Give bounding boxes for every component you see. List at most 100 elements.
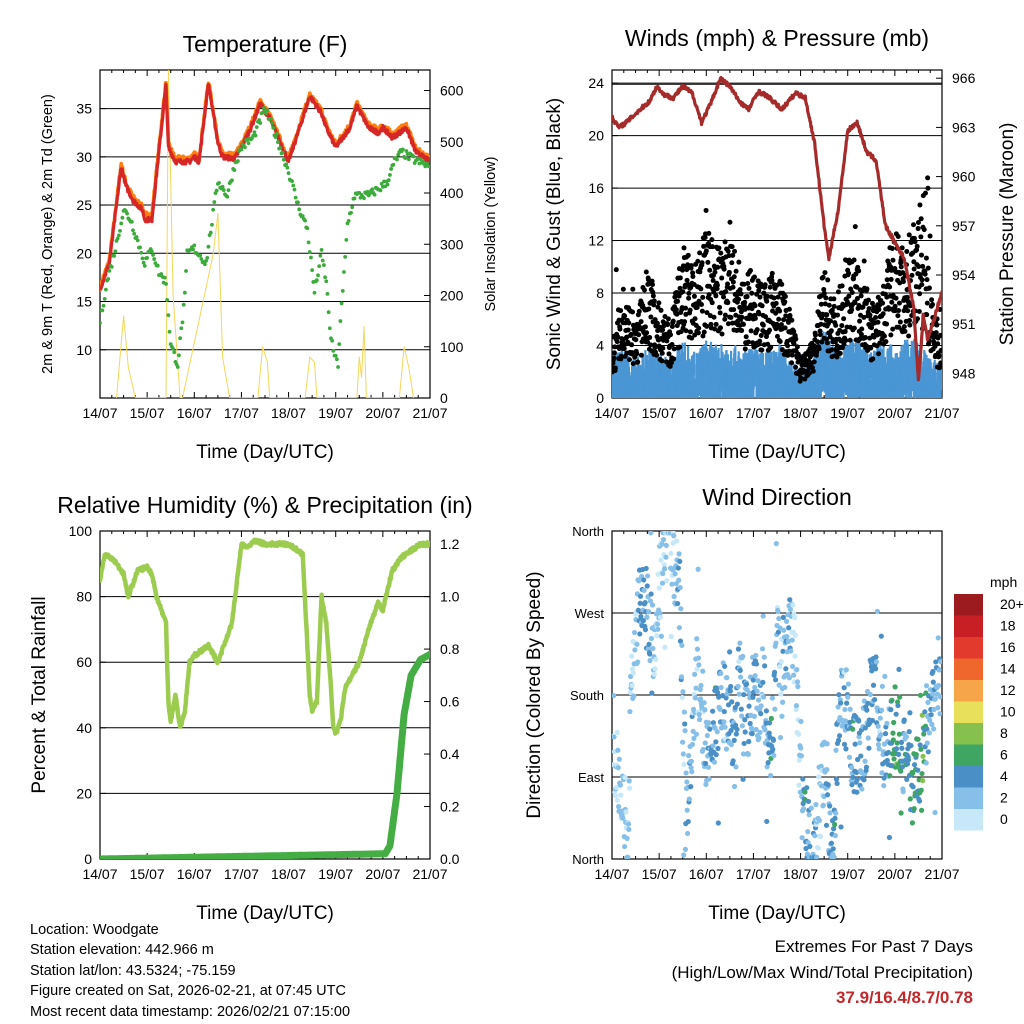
direction-point: [713, 752, 719, 758]
direction-point: [694, 646, 701, 652]
gust-point: [767, 284, 773, 290]
dewpoint-point: [333, 353, 338, 358]
y-axis-label: Percent & Total Rainfall: [29, 596, 50, 793]
direction-point: [659, 541, 665, 547]
dewpoint-point: [149, 249, 154, 254]
dewpoint-point: [276, 140, 280, 144]
gust-point: [924, 277, 930, 283]
direction-point: [835, 704, 841, 710]
direction-point: [843, 746, 849, 752]
gust-point: [835, 312, 841, 318]
direction-point: [706, 720, 712, 726]
direction-point: [806, 812, 812, 818]
colorbar-swatch: [954, 809, 983, 831]
gust-point: [776, 316, 782, 322]
direction-point: [875, 742, 882, 748]
dewpoint-point: [343, 254, 348, 259]
direction-point: [617, 782, 623, 788]
direction-point: [869, 717, 876, 724]
direction-point: [803, 845, 809, 852]
gust-point: [629, 350, 635, 356]
gust-point: [635, 359, 641, 365]
direction-point: [925, 699, 931, 705]
gust-point: [862, 335, 868, 341]
gust-point: [687, 329, 693, 335]
dewpoint-point: [177, 353, 181, 358]
dewpoint-point: [386, 178, 391, 183]
gust-point: [925, 265, 931, 271]
gust-point: [777, 308, 783, 314]
gust-point: [771, 295, 777, 301]
gust-point: [630, 309, 636, 315]
direction-point: [833, 810, 839, 816]
direction-point: [903, 734, 910, 740]
direction-point: [919, 770, 925, 777]
direction-point: [888, 707, 894, 713]
gust-point: [924, 312, 930, 318]
x-tick-label: 15/07: [130, 866, 165, 882]
dewpoint-point: [331, 348, 336, 353]
direction-point: [750, 694, 756, 700]
x-tick-label: 19/07: [318, 866, 353, 882]
dewpoint-point: [327, 326, 332, 331]
gust-point: [852, 224, 858, 230]
direction-point: [731, 783, 738, 790]
gust-point: [744, 294, 750, 300]
direction-point: [640, 618, 646, 624]
gust-point: [916, 264, 922, 270]
gust-point: [841, 341, 847, 347]
gust-point: [702, 235, 708, 241]
x-axis-label: Time (Day/UTC): [708, 442, 846, 463]
direction-point: [932, 696, 939, 702]
gust-point: [843, 337, 849, 343]
station-elevation: Station elevation: 442.966 m: [30, 942, 214, 959]
dewpoint-point: [172, 350, 177, 355]
gust-point: [677, 344, 683, 350]
direction-point: [827, 803, 833, 809]
direction-point: [817, 833, 824, 840]
gust-point: [691, 293, 697, 299]
x-tick-label: 17/07: [736, 866, 771, 882]
gust-point: [934, 322, 940, 328]
gust-point: [921, 227, 927, 233]
direction-point: [615, 765, 621, 771]
direction-point: [831, 854, 837, 859]
direction-point: [702, 740, 708, 746]
direction-point: [697, 686, 703, 693]
direction-point: [901, 717, 907, 723]
gust-point: [695, 258, 701, 264]
direction-point: [684, 779, 690, 785]
gust-point: [725, 281, 731, 287]
gust-point: [699, 260, 705, 266]
extremes-title: Extremes For Past 7 Days: [774, 937, 973, 956]
colorbar-label: 8: [1000, 725, 1008, 741]
direction-point: [915, 767, 921, 773]
x-tick-label: 17/07: [224, 405, 259, 421]
direction-point: [673, 538, 680, 544]
gust-point: [884, 277, 890, 283]
gust-point: [852, 300, 858, 306]
gust-point: [621, 346, 627, 352]
direction-point: [853, 769, 860, 775]
gust-point: [880, 311, 886, 317]
direction-point: [804, 785, 810, 791]
gust-point: [764, 298, 770, 304]
direction-point: [694, 666, 700, 672]
dewpoint-point: [391, 162, 396, 167]
gust-point: [665, 316, 671, 322]
gust-point: [671, 346, 677, 352]
direction-point: [816, 774, 822, 780]
direction-point: [833, 747, 839, 753]
direction-point: [783, 666, 789, 672]
direction-point: [769, 695, 776, 701]
direction-point: [830, 826, 837, 832]
dewpoint-point: [340, 289, 345, 293]
direction-point: [651, 671, 657, 677]
gust-point: [915, 219, 921, 225]
direction-point: [898, 768, 904, 774]
direction-point: [909, 820, 916, 826]
gust-point: [626, 320, 632, 326]
direction-point: [908, 742, 914, 749]
gust-point: [622, 313, 628, 319]
gust-point: [690, 270, 696, 276]
